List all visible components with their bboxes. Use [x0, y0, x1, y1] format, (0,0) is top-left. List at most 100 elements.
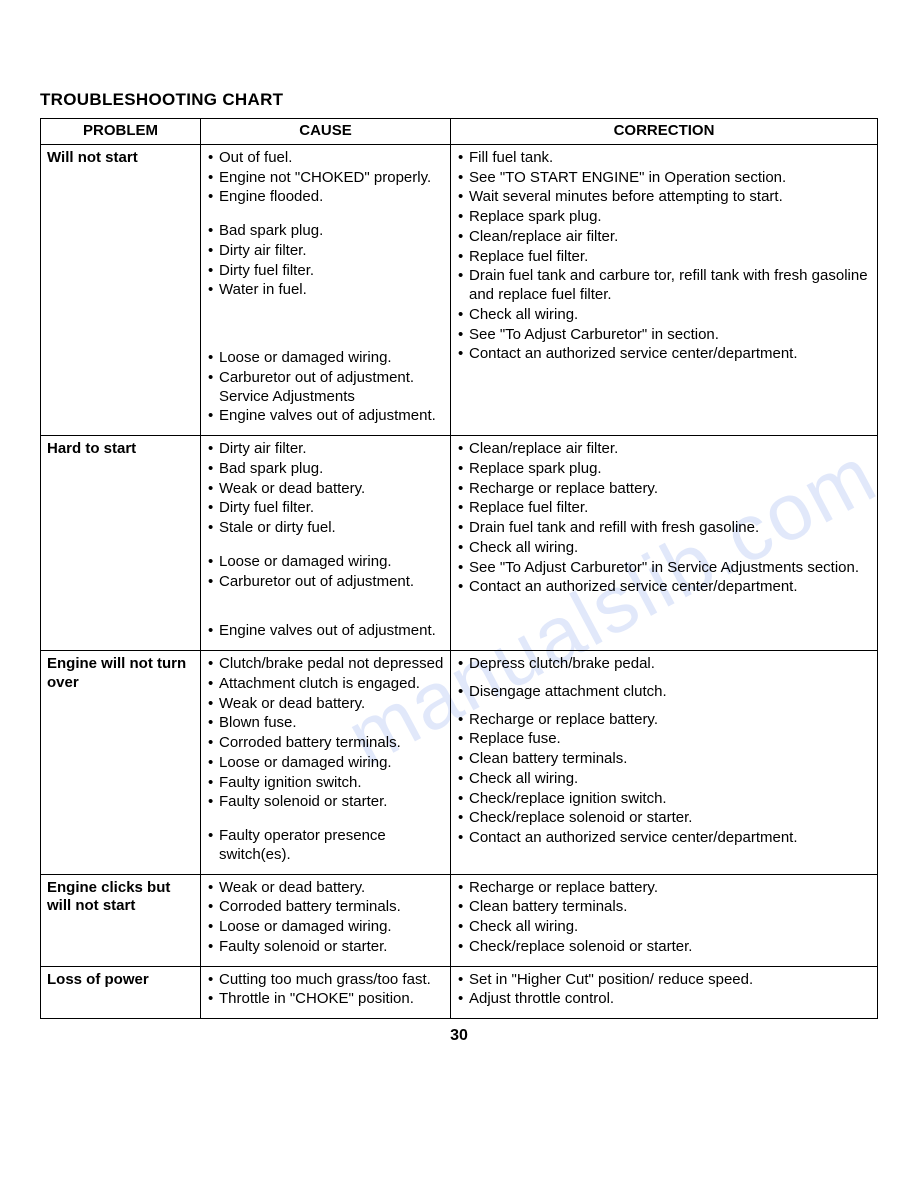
bullet-text: Adjust throttle control. — [469, 990, 871, 1009]
bullet-dot: • — [207, 879, 219, 898]
page-content: TROUBLESHOOTING CHART PROBLEM CAUSE CORR… — [40, 90, 878, 1045]
col-header-correction: CORRECTION — [451, 119, 878, 145]
bullet-text: Attachment clutch is engaged. — [219, 675, 444, 694]
table-row: Will not start • Out of fuel.•Engine not "… — [41, 144, 878, 435]
bullet-dot: • — [207, 675, 219, 694]
problem-cell: Will not start — [41, 144, 201, 435]
bullet-item: •Dirty air filter. — [207, 242, 444, 261]
bullet-item: •Loose or damaged wiring. — [207, 553, 444, 572]
bullet-text: Corroded battery terminals. — [219, 898, 444, 917]
bullet-dot: • — [457, 499, 469, 518]
bullet-item: •Replace fuel filter. — [457, 248, 871, 267]
bullet-text: Drain fuel tank and carbure tor, refill … — [469, 267, 871, 305]
bullet-item: •Replace fuse. — [457, 730, 871, 749]
bullet-item: •Faulty ignition switch. — [207, 774, 444, 793]
bullet-dot: • — [457, 306, 469, 325]
col-header-cause: CAUSE — [201, 119, 451, 145]
bullet-dot: • — [207, 480, 219, 499]
bullet-item: •Clean battery terminals. — [457, 750, 871, 769]
bullet-item: •Replace fuel filter. — [457, 499, 871, 518]
bullet-text: Clean battery terminals. — [469, 750, 871, 769]
bullet-item: •Wait several minutes before attempting … — [457, 188, 871, 207]
bullet-text: Cutting too much grass/too fast. — [219, 971, 444, 990]
correction-cell: • Clean/replace air filter. • Replace spark… — [451, 436, 878, 651]
bullet-item: •Blown fuse. — [207, 714, 444, 733]
cause-cell: •Cutting too much grass/too fast.•Thrott… — [201, 966, 451, 1019]
bullet-item: •Faulty operator presence switch(es). — [207, 827, 444, 865]
bullet-item: •Recharge or replace battery. — [457, 480, 871, 499]
bullet-dot: • — [207, 242, 219, 261]
bullet-dot: • — [207, 622, 219, 641]
bullet-dot: • — [457, 208, 469, 227]
bullet-dot: • — [457, 228, 469, 247]
bullet-item: •Check all wiring. — [457, 539, 871, 558]
bullet-item: •Replace spark plug. — [457, 208, 871, 227]
bullet-dot: • — [457, 149, 469, 168]
cause-cell: •Clutch/brake pedal not depressed•Attach… — [201, 651, 451, 875]
bullet-text: Disengage attachment clutch. — [469, 683, 871, 702]
bullet-item: •Water in fuel. — [207, 281, 444, 300]
bullet-dot: • — [207, 519, 219, 538]
bullet-item: •Carburetor out of adjustment. — [207, 573, 444, 592]
bullet-dot: • — [207, 407, 219, 426]
bullet-dot: • — [207, 573, 219, 592]
bullet-dot: • — [457, 809, 469, 828]
bullet-dot: • — [207, 714, 219, 733]
bullet-dot: • — [457, 829, 469, 848]
problem-label: Engine clicks but will not start — [47, 879, 194, 917]
bullet-text: Blown fuse. — [219, 714, 444, 733]
bullet-item: •Faulty solenoid or starter. — [207, 793, 444, 812]
bullet-dot: • — [207, 460, 219, 479]
bullet-item: •Set in "Higher Cut" position/ reduce sp… — [457, 971, 871, 990]
bullet-text: Recharge or replace battery. — [469, 879, 871, 898]
bullet-item: •Weak or dead battery. — [207, 695, 444, 714]
bullet-item: •Check all wiring. — [457, 918, 871, 937]
bullet-text: Wait several minutes before attempting t… — [469, 188, 871, 207]
bullet-dot: • — [207, 281, 219, 300]
bullet-item: •Engine not "CHOKED" properly. — [207, 169, 444, 188]
bullet-text: Out of fuel. — [219, 149, 444, 168]
bullet-text: Replace spark plug. — [469, 460, 871, 479]
correction-cell: •Fill fuel tank.•See "TO START ENGINE" i… — [451, 144, 878, 435]
bullet-text: Check/replace ignition switch. — [469, 790, 871, 809]
table-header-row: PROBLEM CAUSE CORRECTION — [41, 119, 878, 145]
bullet-dot: • — [207, 655, 219, 674]
bullet-dot: • — [207, 499, 219, 518]
bullet-item: •Attachment clutch is engaged. — [207, 675, 444, 694]
bullet-text: Check all wiring. — [469, 918, 871, 937]
bullet-text: Engine valves out of adjustment. — [219, 622, 444, 641]
bullet-dot: • — [457, 519, 469, 538]
bullet-text: Clean/replace air filter. — [469, 228, 871, 247]
bullet-text: See "To Adjust Carburetor" in section. — [469, 326, 871, 345]
bullet-dot: • — [207, 349, 219, 368]
bullet-item: •Stale or dirty fuel. — [207, 519, 444, 538]
bullet-item: •See "To Adjust Carburetor" in Service A… — [457, 559, 871, 578]
bullet-text: Carburetor out of adjustment. — [219, 573, 444, 592]
bullet-item: •See "TO START ENGINE" in Operation sect… — [457, 169, 871, 188]
bullet-dot: • — [207, 754, 219, 773]
bullet-item: •Contact an authorized service center/de… — [457, 829, 871, 848]
bullet-dot: • — [207, 440, 219, 459]
bullet-dot: • — [207, 898, 219, 917]
bullet-dot: • — [457, 898, 469, 917]
bullet-text: Loose or damaged wiring. — [219, 918, 444, 937]
bullet-dot: • — [457, 188, 469, 207]
table-row: Engine will not turn over•Clutch/brake p… — [41, 651, 878, 875]
bullet-text: Fill fuel tank. — [469, 149, 871, 168]
bullet-item: •Check/replace ignition switch. — [457, 790, 871, 809]
bullet-text: See "TO START ENGINE" in Operation secti… — [469, 169, 871, 188]
cause-cell: •Weak or dead battery.•Corroded battery … — [201, 874, 451, 966]
problem-cell: Engine clicks but will not start — [41, 874, 201, 966]
problem-label: Loss of power — [47, 971, 194, 990]
bullet-dot: • — [207, 734, 219, 753]
bullet-text: Water in fuel. — [219, 281, 444, 300]
bullet-dot: • — [457, 267, 469, 286]
cause-cell: • Out of fuel.•Engine not "CHOKED" proper… — [201, 144, 451, 435]
bullet-text: Clean/replace air filter. — [469, 440, 871, 459]
bullet-text: Recharge or replace battery. — [469, 711, 871, 730]
bullet-dot: • — [207, 188, 219, 207]
bullet-text: Weak or dead battery. — [219, 695, 444, 714]
bullet-dot: • — [207, 222, 219, 241]
bullet-item: •Drain fuel tank and refill with fresh g… — [457, 519, 871, 538]
bullet-item: •Clean battery terminals. — [457, 898, 871, 917]
